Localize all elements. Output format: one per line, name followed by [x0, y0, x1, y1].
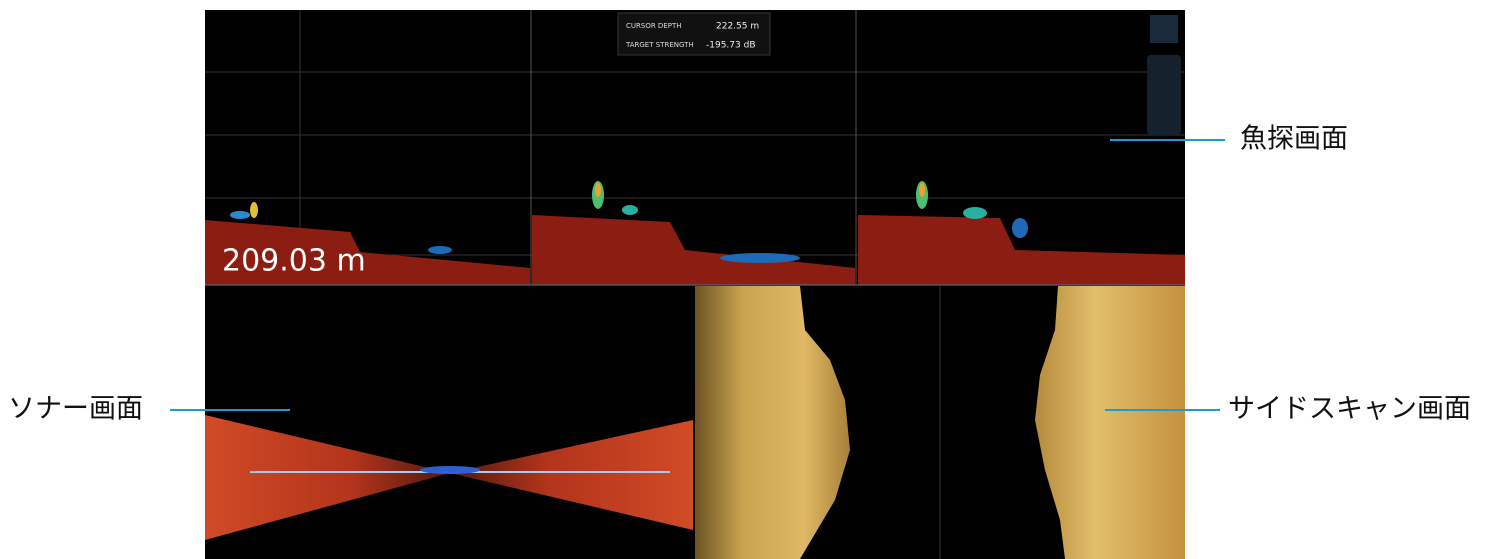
echo — [428, 246, 452, 254]
seabed — [532, 215, 855, 285]
echo — [595, 183, 601, 197]
callout-fish-finder: 魚探画面 — [1240, 124, 1348, 155]
echo — [1012, 218, 1028, 238]
side-scan-right — [1035, 286, 1185, 559]
target-strength-label: TARGET STRENGTH — [625, 41, 694, 49]
echo — [230, 211, 250, 219]
echo — [250, 202, 258, 218]
echo — [622, 205, 638, 215]
cursor-depth-label: CURSOR DEPTH — [626, 22, 682, 30]
callout-side-scan: サイドスキャン画面 — [1228, 394, 1471, 425]
info-box — [617, 12, 771, 56]
depth-readout: 209.03 m — [222, 244, 366, 279]
sonar-fan — [205, 415, 450, 540]
sonar-echo — [420, 466, 480, 474]
close-button[interactable] — [1150, 15, 1178, 43]
echo — [919, 183, 925, 197]
zoom-control[interactable] — [1147, 55, 1181, 135]
fish-echoes — [230, 181, 1028, 263]
sonar-fan — [450, 420, 693, 530]
target-strength-value: -195.73 dB — [706, 41, 756, 51]
callout-sonar: ソナー画面 — [8, 394, 143, 425]
seabed — [205, 220, 530, 285]
echo — [963, 207, 987, 219]
side-scan-left — [695, 286, 850, 559]
cursor-depth-value: 222.55 m — [716, 22, 759, 32]
seabed — [858, 215, 1185, 285]
echo — [720, 253, 800, 263]
